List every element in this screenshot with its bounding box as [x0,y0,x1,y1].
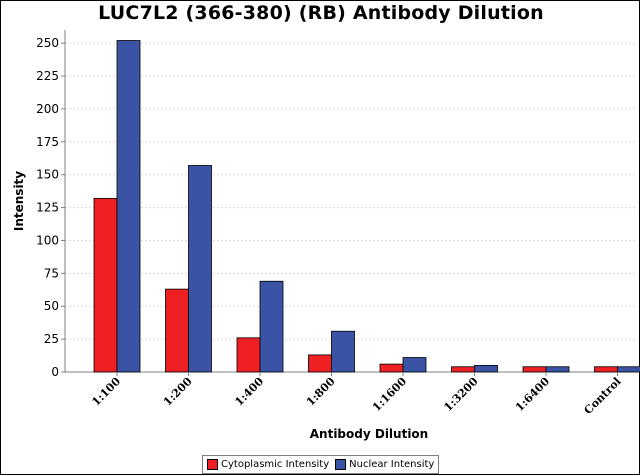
x-tick-label: 1:1600 [370,375,409,414]
x-tick-label: Control [582,375,624,417]
y-tick-label: 100 [36,233,59,247]
y-tick-label: 175 [36,135,59,149]
bar-cytoplasmic [237,338,260,372]
legend-label-nuclear: Nuclear Intensity [349,459,434,470]
bar-cytoplasmic [595,367,618,372]
y-tick-label: 150 [36,168,59,182]
legend-swatch-cytoplasmic [207,459,218,470]
legend-label-cytoplasmic: Cytoplasmic Intensity [221,459,329,470]
legend-swatch-nuclear [335,459,346,470]
y-tick-label: 25 [44,332,59,346]
x-tick-label: 1:100 [89,375,123,409]
x-tick-label: 1:400 [232,375,266,409]
legend-item-nuclear: Nuclear Intensity [335,459,434,470]
bar-nuclear [618,367,640,372]
y-axis-label: Intensity [12,171,26,231]
x-tick-label: 1:200 [161,375,195,409]
y-tick-label: 75 [44,266,59,280]
bar-cytoplasmic [452,367,475,372]
y-tick-label: 50 [44,299,59,313]
y-tick-label: 0 [51,365,59,379]
bar-cytoplasmic [94,198,117,372]
x-tick-label: 1:6400 [513,375,552,414]
bar-nuclear [332,331,355,372]
bar-nuclear [475,365,498,372]
y-tick-label: 200 [36,102,59,116]
legend: Cytoplasmic Intensity Nuclear Intensity [202,455,439,474]
bar-nuclear [260,281,283,372]
bar-cytoplasmic [523,367,546,372]
bar-nuclear [189,165,212,372]
bar-nuclear [117,41,140,372]
x-tick-label: 1:800 [304,375,338,409]
bar-cytoplasmic [309,355,332,372]
y-tick-label: 225 [36,69,59,83]
bar-nuclear [403,358,426,372]
bar-nuclear [546,367,569,372]
y-tick-label: 125 [36,201,59,215]
bar-cytoplasmic [380,364,403,372]
legend-item-cytoplasmic: Cytoplasmic Intensity [207,459,329,470]
y-tick-label: 250 [36,36,59,50]
bar-cytoplasmic [166,289,189,372]
x-tick-label: 1:3200 [441,375,480,414]
x-axis-label: Antibody Dilution [310,427,428,441]
